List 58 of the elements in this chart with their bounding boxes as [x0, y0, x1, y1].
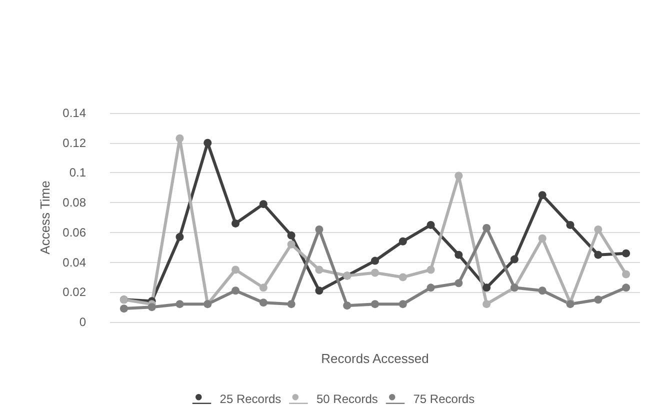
point	[594, 225, 602, 234]
x-axis-title: Records Accessed	[321, 351, 429, 366]
point	[566, 220, 574, 229]
point	[232, 286, 240, 295]
point	[176, 300, 184, 308]
point	[371, 300, 379, 308]
point	[426, 220, 435, 229]
legend-label: 75 Records	[413, 392, 475, 406]
point	[538, 286, 546, 295]
point	[148, 303, 156, 312]
point	[482, 300, 491, 308]
point	[232, 219, 240, 228]
point	[287, 231, 296, 240]
point	[120, 304, 128, 313]
point	[287, 240, 296, 248]
legend-label: 50 Records	[316, 392, 378, 406]
y-tick-label: 0.1	[69, 166, 86, 180]
point	[426, 284, 435, 292]
y-tick-label: 0.14	[62, 106, 86, 120]
point	[176, 134, 184, 142]
point	[622, 284, 630, 292]
y-tick-label: 0.12	[62, 136, 86, 150]
point	[454, 250, 463, 259]
point	[176, 232, 184, 241]
legend-label: 25 Records	[220, 392, 282, 406]
point	[482, 224, 491, 232]
point	[398, 300, 407, 308]
point	[398, 273, 407, 282]
y-tick-label: 0.08	[62, 196, 86, 210]
point	[538, 234, 546, 242]
y-tick-label: 0.04	[62, 255, 86, 270]
point	[204, 138, 212, 147]
point	[454, 172, 463, 180]
point	[594, 250, 602, 259]
point	[343, 302, 352, 310]
y-tick-label: 0	[79, 315, 86, 329]
point	[287, 300, 296, 308]
point	[371, 256, 379, 265]
point	[398, 237, 407, 246]
point	[510, 255, 518, 264]
point	[371, 268, 379, 277]
point	[622, 249, 630, 258]
y-tick-label: 0.02	[62, 285, 86, 300]
point	[259, 200, 268, 208]
point	[315, 225, 324, 234]
point	[454, 279, 463, 288]
point	[315, 286, 324, 295]
point	[482, 284, 491, 292]
point	[594, 296, 602, 304]
y-axis-title: Access Time	[38, 180, 53, 254]
point	[315, 266, 324, 274]
point	[538, 191, 546, 200]
point	[259, 284, 268, 292]
point	[259, 298, 268, 307]
point	[426, 266, 435, 274]
y-tick-label: 0.06	[62, 225, 86, 240]
point	[622, 270, 630, 278]
point	[232, 266, 240, 274]
